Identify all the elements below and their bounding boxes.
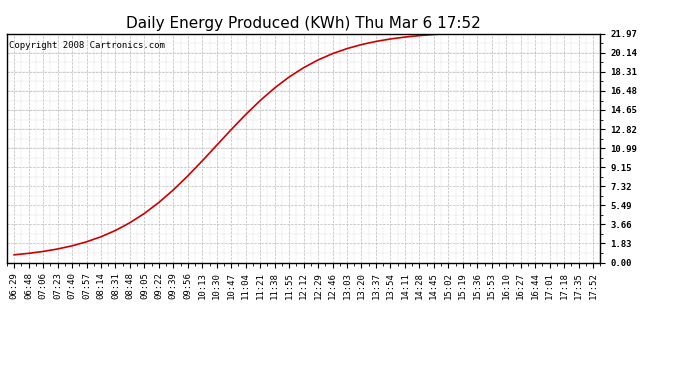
Title: Daily Energy Produced (KWh) Thu Mar 6 17:52: Daily Energy Produced (KWh) Thu Mar 6 17… <box>126 16 481 31</box>
Text: Copyright 2008 Cartronics.com: Copyright 2008 Cartronics.com <box>9 40 164 50</box>
